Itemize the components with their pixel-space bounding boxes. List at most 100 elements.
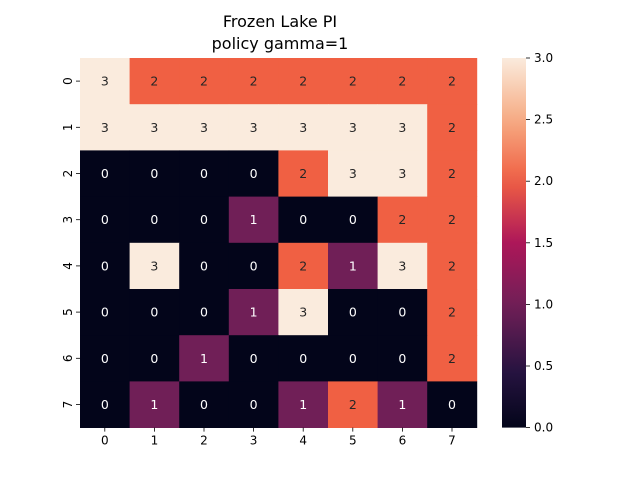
- heatmap-cell-6-5: [328, 335, 378, 382]
- cell-value-label-3-2: 0: [200, 212, 208, 227]
- x-tick-label-3: 3: [250, 434, 258, 448]
- cell-value-label-0-3: 2: [250, 74, 258, 89]
- colorbar-tick-label-3: 1.5: [534, 236, 553, 250]
- heatmap-cell-7-0: [80, 381, 130, 428]
- heatmap-cell-1-4: [278, 104, 329, 151]
- cell-value-label-6-4: 0: [299, 351, 307, 366]
- heatmap-cell-0-7: [427, 58, 478, 105]
- x-tick-label-2: 2: [200, 434, 208, 448]
- cell-value-label-3-1: 0: [150, 212, 158, 227]
- heatmap-cell-3-4: [278, 196, 329, 244]
- cell-value-label-2-0: 0: [101, 166, 109, 181]
- heatmap-cell-7-3: [228, 381, 279, 428]
- heatmap-cell-1-6: [377, 104, 428, 151]
- colorbar-tick-label-2: 1.0: [534, 297, 553, 311]
- heatmap-cell-3-5: [328, 196, 378, 244]
- heatmap-cell-3-0: [80, 196, 130, 244]
- cell-value-label-7-0: 0: [101, 397, 109, 412]
- cell-value-label-4-2: 0: [200, 258, 208, 273]
- heatmap-cell-2-5: [328, 150, 378, 197]
- heatmap-cell-1-0: [80, 104, 130, 151]
- heatmap-cell-7-4: [278, 381, 329, 428]
- heatmap-cell-4-7: [427, 242, 478, 290]
- cell-value-label-2-7: 2: [448, 166, 456, 181]
- y-tick-label-4: 4: [61, 262, 75, 270]
- colorbar: 0.0 0.5 1.0 1.5 2.0 2.5 3.0: [502, 51, 553, 435]
- heatmap-cell-6-3: [228, 335, 279, 382]
- heatmap-cell-4-3: [228, 242, 279, 290]
- cell-value-label-6-0: 0: [101, 351, 109, 366]
- y-tick-label-1: 1: [61, 123, 75, 131]
- heatmap-cell-7-7: [427, 381, 478, 428]
- heatmap-cell-5-5: [328, 289, 378, 336]
- cell-value-label-4-6: 3: [398, 258, 406, 273]
- y-tick-label-0: 0: [61, 77, 75, 85]
- cell-value-label-1-0: 3: [101, 120, 109, 135]
- cell-value-label-4-3: 0: [250, 258, 258, 273]
- cell-value-label-6-1: 0: [150, 351, 158, 366]
- heatmap-cell-0-4: [278, 58, 329, 105]
- cell-value-label-7-7: 0: [448, 397, 456, 412]
- y-tick-label-2: 2: [61, 170, 75, 178]
- cell-value-label-5-1: 0: [150, 305, 158, 320]
- heatmap-cell-3-3: [228, 196, 279, 244]
- y-tick-label-5: 5: [61, 308, 75, 316]
- y-tick-label-3: 3: [61, 216, 75, 224]
- heatmap-cell-3-1: [129, 196, 180, 244]
- heatmap-cell-3-7: [427, 196, 478, 244]
- x-tick-label-5: 5: [349, 434, 357, 448]
- x-tick-label-7: 7: [448, 434, 456, 448]
- x-tick-label-4: 4: [299, 434, 307, 448]
- x-tick-label-0: 0: [101, 434, 109, 448]
- cell-value-label-7-5: 2: [349, 397, 357, 412]
- cell-value-label-3-3: 1: [250, 212, 258, 227]
- heatmap-cell-7-2: [179, 381, 230, 428]
- x-tick-label-6: 6: [399, 434, 407, 448]
- heatmap-cell-4-2: [179, 242, 230, 290]
- cell-value-label-5-2: 0: [200, 305, 208, 320]
- cell-value-label-6-6: 0: [398, 351, 406, 366]
- cell-value-label-5-0: 0: [101, 305, 109, 320]
- heatmap-cell-5-6: [377, 289, 428, 336]
- colorbar-tick-label-5: 2.5: [534, 113, 553, 127]
- cell-value-label-1-7: 2: [448, 120, 456, 135]
- heatmap-cell-1-3: [228, 104, 279, 151]
- heatmap-cell-0-0: [80, 58, 130, 105]
- heatmap-cell-4-4: [278, 242, 329, 290]
- heatmap-cell-4-6: [377, 242, 428, 290]
- heatmap-cell-0-3: [228, 58, 279, 105]
- heatmap-cell-2-3: [228, 150, 279, 197]
- y-tick-label-7: 7: [61, 401, 75, 409]
- chart-title-line-2: policy gamma=1: [212, 34, 349, 53]
- cell-value-label-7-1: 1: [150, 397, 158, 412]
- cell-value-label-1-4: 3: [299, 120, 307, 135]
- cell-value-label-6-2: 1: [200, 351, 208, 366]
- heatmap-cell-7-1: [129, 381, 180, 428]
- heatmap-cell-1-1: [129, 104, 180, 151]
- heatmap-cell-5-4: [278, 289, 329, 336]
- heatmap-cell-2-6: [377, 150, 428, 197]
- cell-value-label-0-1: 2: [150, 74, 158, 89]
- heatmap-cell-1-2: [179, 104, 230, 151]
- heatmap-cell-6-4: [278, 335, 329, 382]
- cell-value-label-4-0: 0: [101, 258, 109, 273]
- cell-value-label-0-2: 2: [200, 74, 208, 89]
- heatmap-cell-7-6: [377, 381, 428, 428]
- cell-value-label-1-1: 3: [150, 120, 158, 135]
- cell-value-label-1-2: 3: [200, 120, 208, 135]
- cell-value-label-6-7: 2: [448, 351, 456, 366]
- cell-value-label-2-6: 3: [398, 166, 406, 181]
- colorbar-tick-label-6: 3.0: [534, 51, 553, 65]
- cell-value-label-3-5: 0: [349, 212, 357, 227]
- colorbar-gradient: [502, 58, 526, 428]
- cell-value-label-2-2: 0: [200, 166, 208, 181]
- cell-value-label-1-5: 3: [349, 120, 357, 135]
- cell-value-label-3-6: 2: [398, 212, 406, 227]
- cell-value-label-6-5: 0: [349, 351, 357, 366]
- heatmap-cell-5-3: [228, 289, 279, 336]
- heatmap-cell-5-2: [179, 289, 230, 336]
- heatmap-cell-1-7: [427, 104, 478, 151]
- cell-value-label-2-3: 0: [250, 166, 258, 181]
- cell-value-label-7-3: 0: [250, 397, 258, 412]
- heatmap-cell-2-2: [179, 150, 230, 197]
